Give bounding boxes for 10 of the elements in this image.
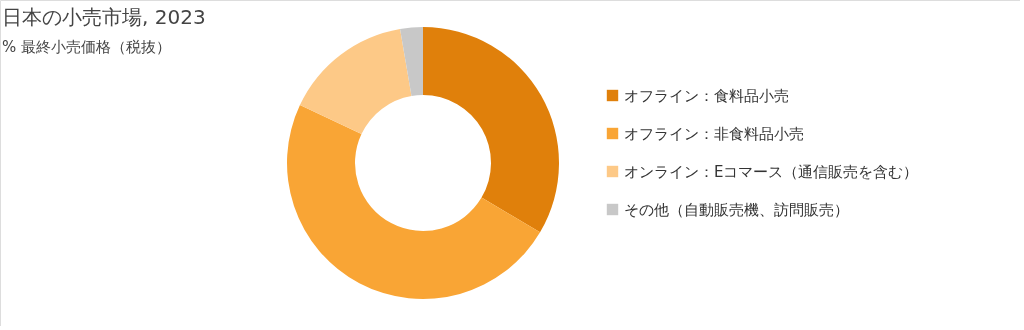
donut-slice xyxy=(299,28,412,135)
legend-label: オンライン：Eコマース（通信販売を含む） xyxy=(624,162,919,181)
donut-slice xyxy=(423,27,559,233)
legend-label: その他（自動販売機、訪問販売） xyxy=(624,200,849,219)
text: 日本の小売市場, 2023 xyxy=(2,5,206,29)
donut-slice xyxy=(400,27,423,96)
legend-label: オフライン：食料品小売 xyxy=(624,86,789,105)
text: % 最終小売価格（税抜） xyxy=(2,38,172,56)
legend-label: オフライン：非食料品小売 xyxy=(624,124,804,143)
donut-slice xyxy=(287,105,541,299)
